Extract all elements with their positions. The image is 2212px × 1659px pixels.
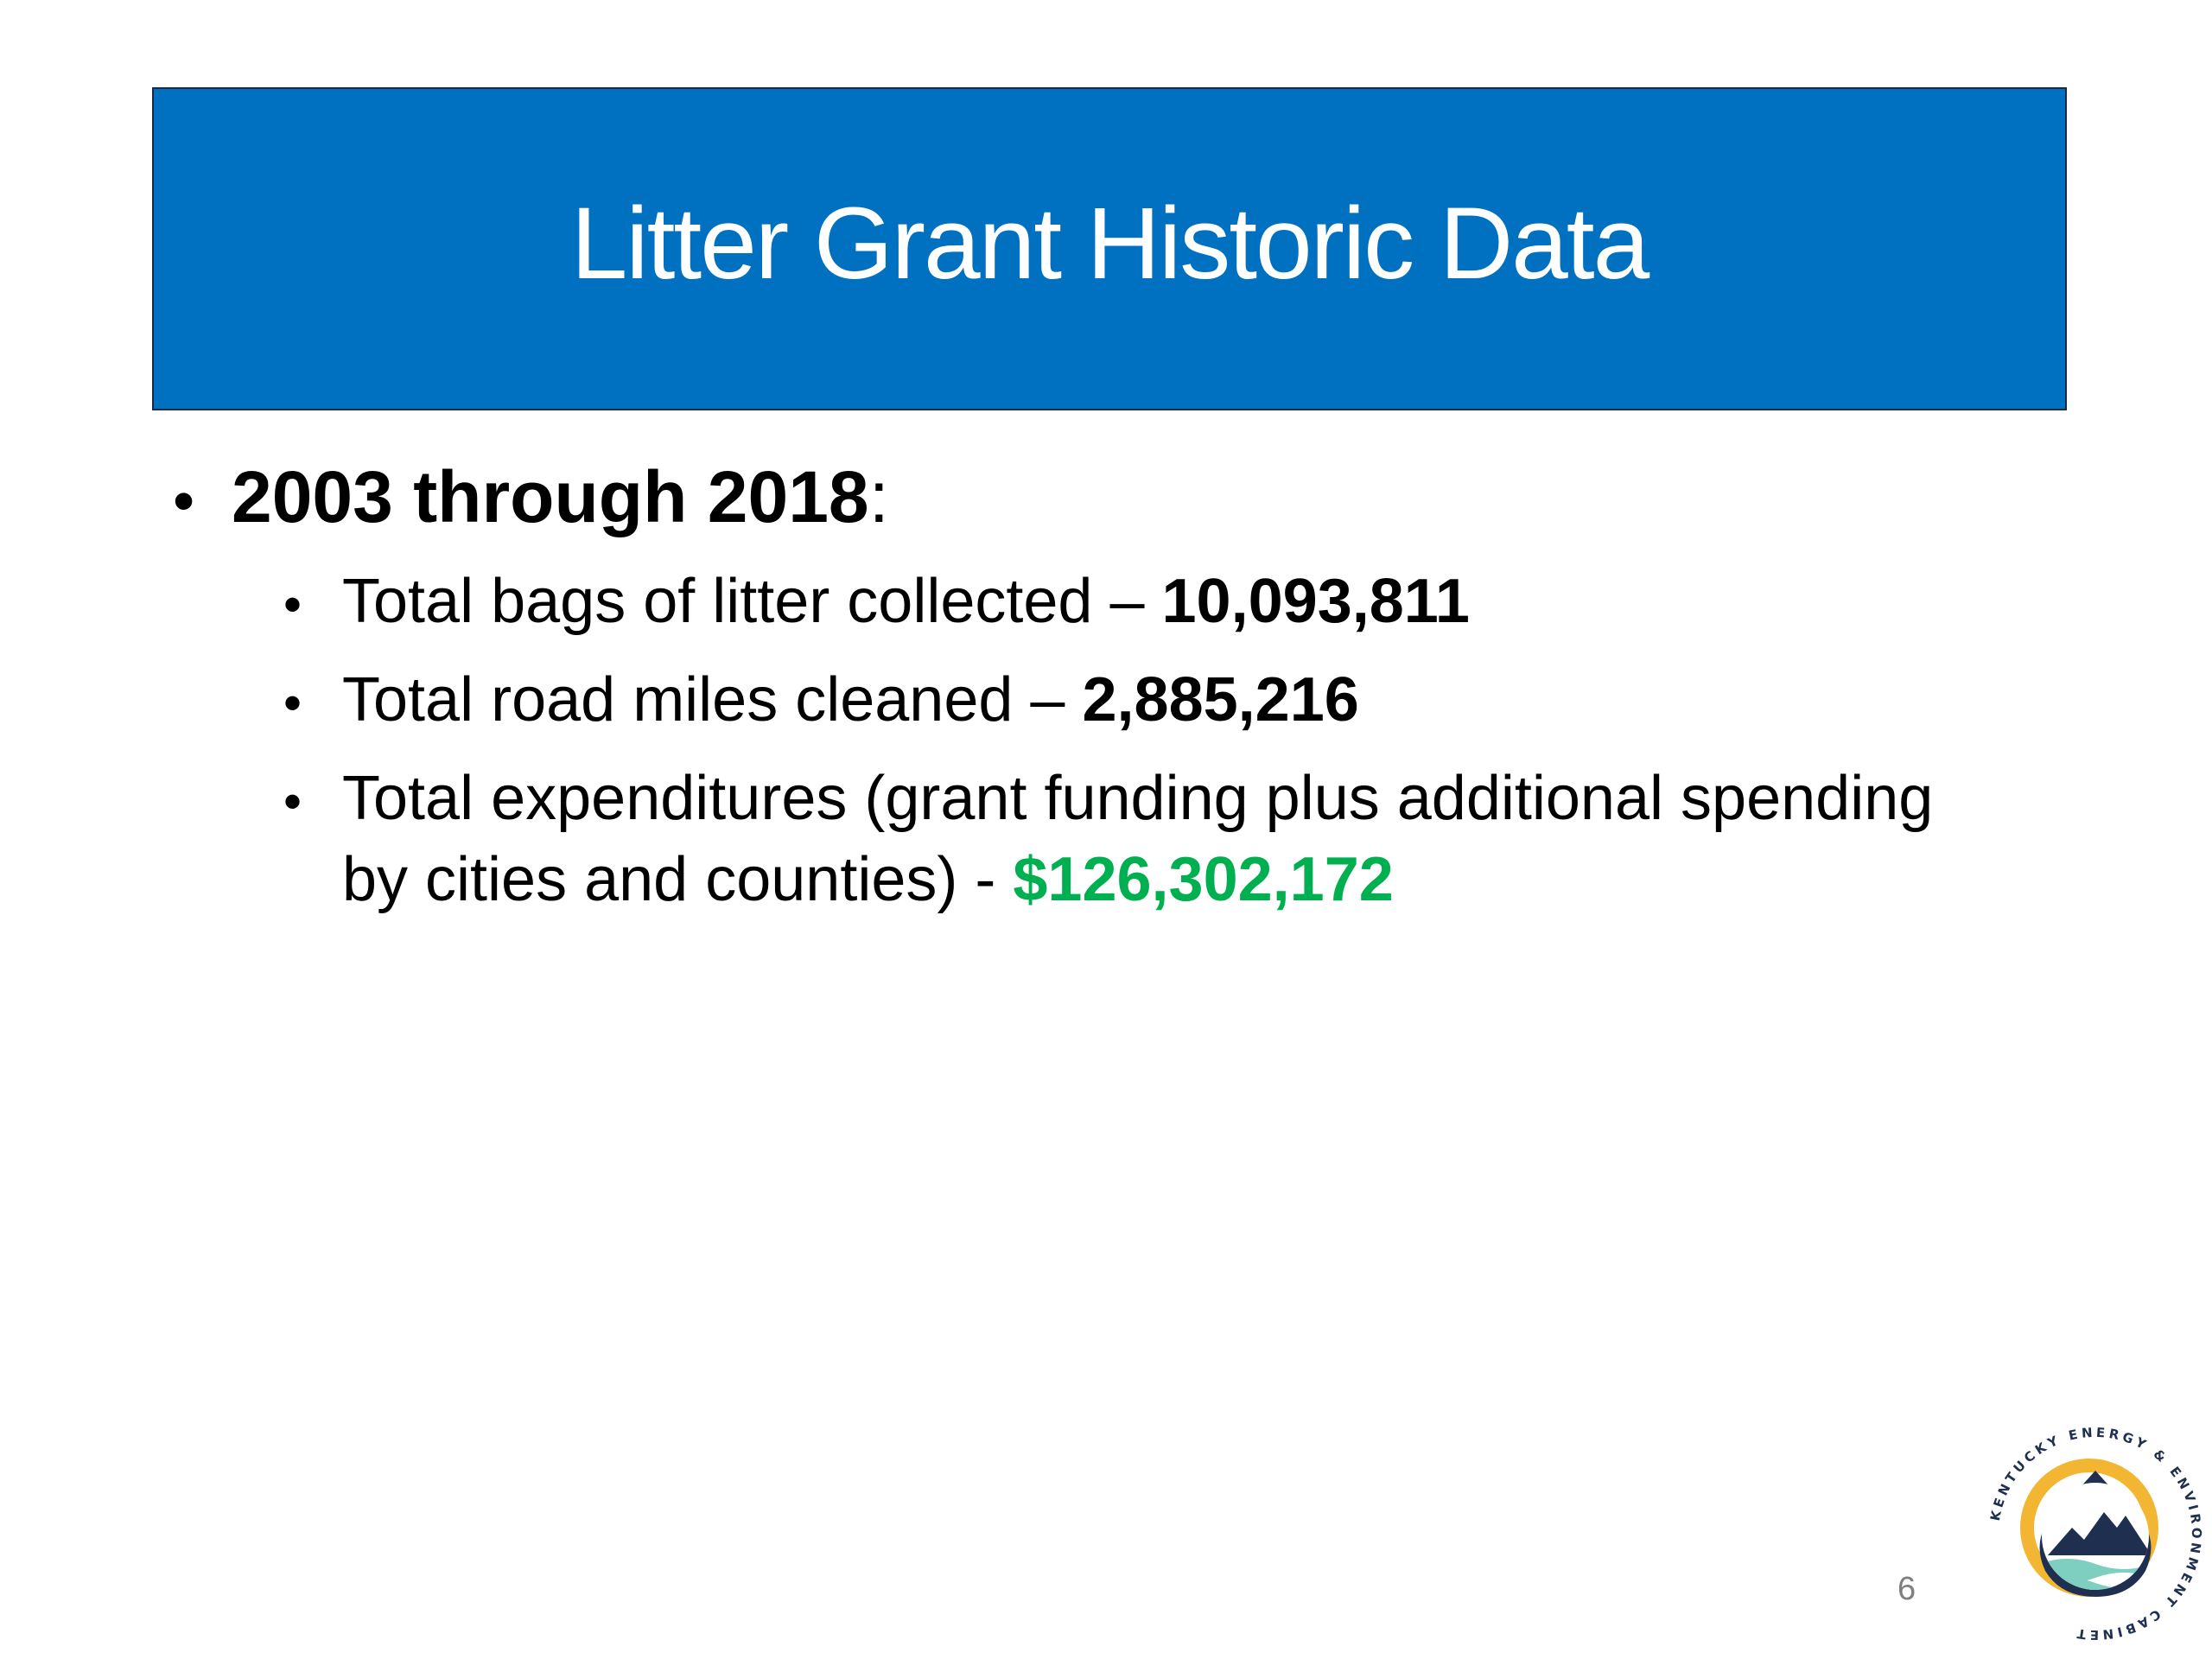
kentucky-energy-environment-cabinet-logo: KENTUCKY ENERGY & ENVIRONMENT CABINET [1987,1425,2203,1643]
sub-bullet-text: Total bags of litter collected – 10,093,… [342,561,1984,642]
page-number: 6 [1897,1571,1916,1607]
main-bullet-suffix: : [868,456,889,537]
sub-bullet-label: Total road miles cleaned – [342,665,1083,734]
sub-bullet-bags: • Total bags of litter collected – 10,09… [283,561,2074,645]
main-bullet-text: 2003 through 2018: [232,449,889,544]
sub-bullet-label: Total bags of litter collected – [342,567,1162,636]
content-area: • 2003 through 2018: • Total bags of lit… [173,449,2074,934]
bullet-dot: • [283,772,302,830]
bullet-dot: • [283,575,302,633]
bags-value: 10,093,811 [1161,567,1470,636]
sub-bullet-text: Total road miles cleaned – 2,885,216 [342,659,1984,741]
sub-bullet-text: Total expenditures (grant funding plus a… [342,758,1984,920]
sub-bullet-list: • Total bags of litter collected – 10,09… [283,561,2074,920]
bullet-dot: • [283,674,302,732]
bullet-dot: • [173,467,195,536]
main-bullet-strong: 2003 through 2018 [232,456,869,537]
sub-bullet-miles: • Total road miles cleaned – 2,885,216 [283,659,2074,744]
title-bar: Litter Grant Historic Data [152,87,2067,410]
expenditures-value: $126,302,172 [1013,845,1394,914]
sub-bullet-expenditures: • Total expenditures (grant funding plus… [283,758,2074,920]
slide-title: Litter Grant Historic Data [570,187,1649,301]
logo-icon: KENTUCKY ENERGY & ENVIRONMENT CABINET [1987,1425,2201,1643]
miles-value: 2,885,216 [1082,665,1359,734]
sub-bullet-label: Total expenditures (grant funding plus a… [342,764,1934,914]
main-bullet: • 2003 through 2018: [173,449,2074,549]
